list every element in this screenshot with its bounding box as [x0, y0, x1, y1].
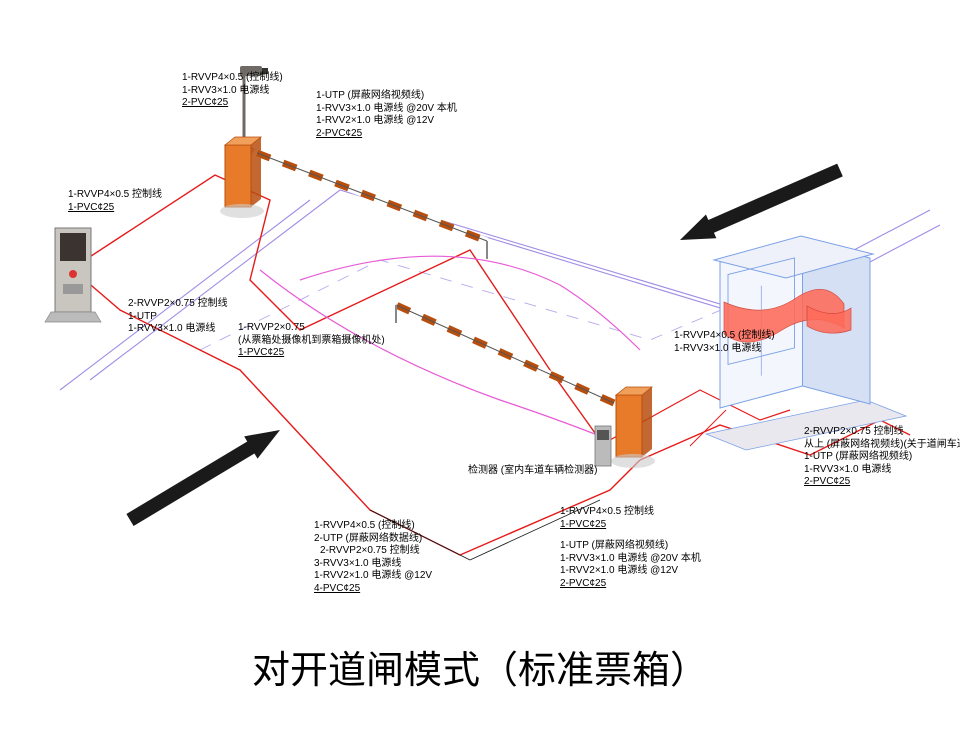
direction-arrow-1	[680, 164, 843, 240]
cable-label-l7: 1-RVVP4×0.5 控制线1-PVC¢25	[560, 506, 654, 531]
ticket-machine	[45, 228, 101, 322]
cable-label-l3: 1-UTP (屏蔽网络视频线)1-RVV3×1.0 电源线 @20V 本机1-R…	[316, 90, 457, 140]
cable-label-l2: 1-RVVP4×0.5 控制线1-PVC¢25	[68, 189, 162, 214]
cable-label-l11: 2-RVVP2×0.75 控制线 从上 (屏蔽网络视频线)(关于道闸车道间互锁信…	[804, 426, 960, 489]
cable-label-l10: 检测器 (室内车道车辆检测器)	[468, 465, 597, 478]
cable-label-l8: 1-UTP (屏蔽网络视频线)1-RVV3×1.0 电源线 @20V 本机1-R…	[560, 540, 701, 590]
cable-label-l9: 1-RVVP4×0.5 (控制线)1-RVV3×1.0 电源线	[674, 330, 775, 355]
direction-arrow-0	[126, 430, 280, 526]
cable-label-l1: 1-RVVP4×0.5 (控制线)1-RVV3×1.0 电源线2-PVC¢25	[182, 72, 283, 110]
sensor-pillar	[595, 426, 611, 466]
diagram-svg	[0, 0, 960, 734]
cable-label-l4: 2-RVVP2×0.75 控制线1-UTP1-RVV3×1.0 电源线	[128, 298, 228, 336]
diagram-stage: 对开道闸模式（标准票箱） 1-RVVP4×0.5 (控制线)1-RVV3×1.0…	[0, 0, 960, 734]
barrier-right	[396, 305, 655, 468]
cable-label-l6: 1-RVVP4×0.5 (控制线)2-UTP (屏蔽网络数据线)2-RVVP2×…	[314, 520, 432, 595]
cable-label-l5: 1-RVVP2×0.75(从票箱处摄像机到票箱摄像机处)1-PVC¢25	[238, 322, 385, 360]
diagram-title: 对开道闸模式（标准票箱）	[0, 639, 960, 694]
